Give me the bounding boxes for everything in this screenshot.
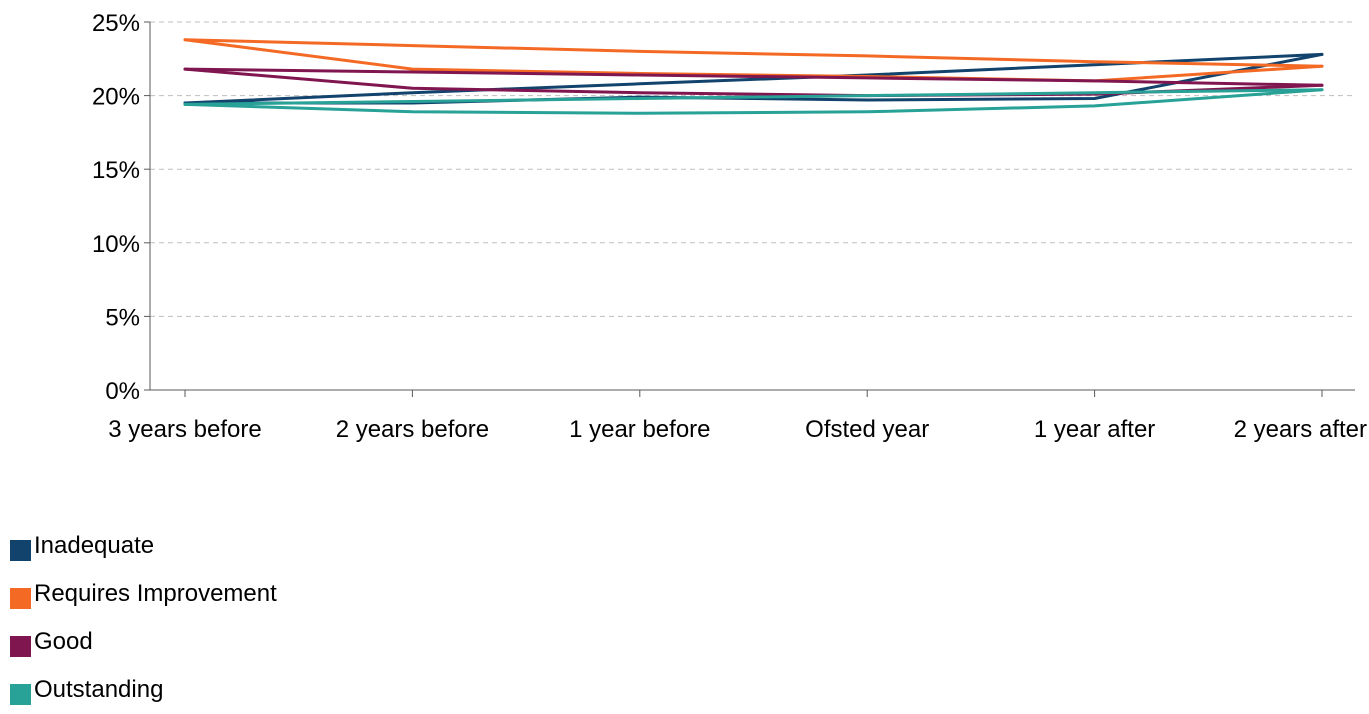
y-tick-label: 5% <box>105 304 140 331</box>
y-tick-label: 20% <box>92 84 140 111</box>
y-tick-label: 10% <box>92 231 140 258</box>
legend-swatch <box>10 683 31 705</box>
axes <box>144 21 1355 397</box>
legend-label: Requires Improvement <box>34 580 277 607</box>
y-tick-label: 25% <box>92 10 140 37</box>
legend-item-good: Good <box>10 618 277 666</box>
x-tick-label: 1 year after <box>1034 416 1155 443</box>
legend-label: Good <box>34 628 93 655</box>
x-tick-label: 3 years before <box>108 416 261 443</box>
series-line-outstanding <box>183 88 1324 115</box>
x-tick-label: 2 years before <box>336 416 489 443</box>
series-line-good <box>183 67 1324 87</box>
gridlines <box>150 21 1355 317</box>
y-tick-label: 15% <box>92 157 140 184</box>
series-line-requires-improvement <box>183 38 1324 83</box>
series-line-requires-improvement <box>183 38 1324 68</box>
x-tick-label: Ofsted year <box>805 416 929 443</box>
line-chart: 0% 5% 10% 15% 20% 25% 3 years before 2 years be… <box>92 10 1367 443</box>
legend-item-outstanding: Outstanding <box>10 666 277 714</box>
legend-label: Outstanding <box>34 676 164 703</box>
x-tick-label: 2 years after <box>1234 416 1367 443</box>
x-tick-label: 1 year before <box>569 416 710 443</box>
legend-label: Inadequate <box>34 532 155 559</box>
legend-swatch <box>10 587 31 609</box>
legend-item-requires-improvement: Requires Improvement <box>10 570 277 618</box>
legend: Inadequate Requires Improvement Good Out… <box>10 522 277 714</box>
y-tick-label: 0% <box>105 378 140 405</box>
legend-swatch <box>10 635 31 657</box>
tick-labels: 0% 5% 10% 15% 20% 25% 3 years before 2 years be… <box>92 10 1367 443</box>
legend-item-inadequate: Inadequate <box>10 522 277 570</box>
series-line-outstanding <box>183 88 1324 106</box>
legend-swatch <box>10 539 31 561</box>
series-lines <box>183 38 1324 115</box>
